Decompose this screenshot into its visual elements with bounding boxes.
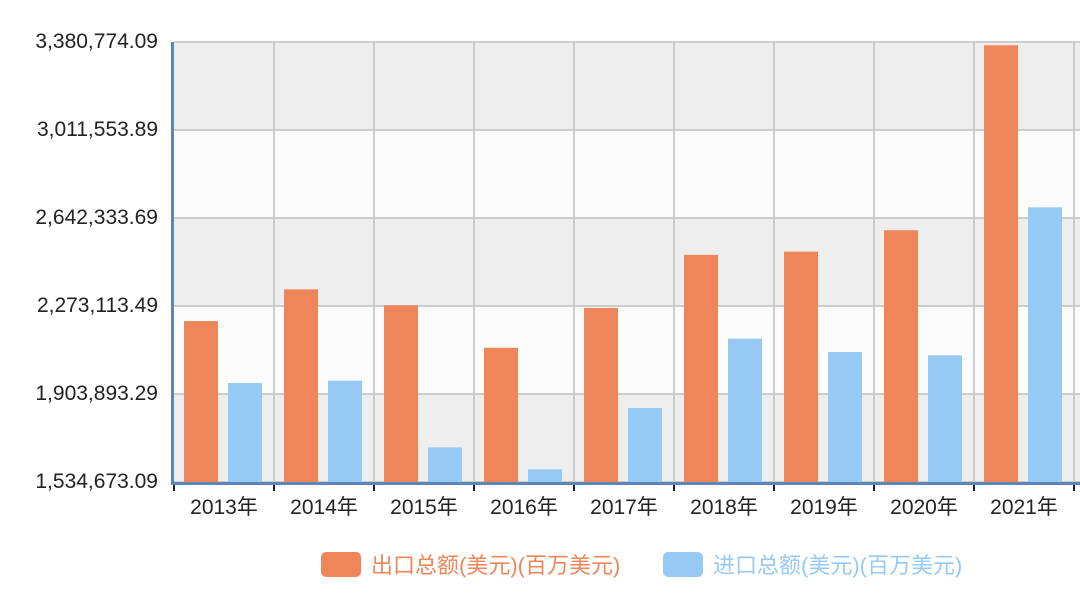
bar-export [484,347,518,482]
x-tick-label: 2013年 [190,496,258,519]
grid-band [174,42,1080,130]
x-tick-label: 2019年 [790,496,858,519]
x-tick-label: 2020年 [890,496,958,519]
bar-import [928,355,962,482]
bar-import [328,380,362,482]
bar-import [228,383,262,482]
legend-item-import[interactable]: 进口总额(美元)(百万美元) [663,549,962,579]
bar-export [784,251,818,482]
legend-swatch-import [663,551,703,577]
grid-band [174,130,1080,218]
y-tick-label: 2,642,333.69 [35,206,158,229]
y-tick-label: 1,903,893.29 [35,382,158,405]
bar-import [628,408,662,482]
grid-band [174,218,1080,306]
x-tick-label: 2021年 [990,496,1058,519]
bar-import [828,352,862,482]
legend-label-export: 出口总额(美元)(百万美元) [371,553,621,578]
bar-import [528,469,562,482]
bar-import [1028,207,1062,482]
legend-label-import: 进口总额(美元)(百万美元) [713,553,963,578]
x-tick-label: 2015年 [390,496,458,519]
x-tick-label: 2014年 [290,496,358,519]
bar-export [584,307,618,482]
bar-import [428,447,462,482]
legend-swatch-export [321,551,361,577]
bar-export [684,254,718,482]
y-tick-label: 3,380,774.09 [35,30,158,53]
bar-export [284,289,318,482]
legend: 出口总额(美元)(百万美元) 进口总额(美元)(百万美元) [0,549,1080,579]
bar-export [884,230,918,482]
bar-export [184,321,218,482]
y-tick-label: 1,534,673.09 [35,470,158,493]
bar-export [384,305,418,482]
legend-item-export[interactable]: 出口总额(美元)(百万美元) [321,549,620,579]
x-tick-label: 2018年 [690,496,758,519]
x-axis-line [171,482,1080,485]
y-tick-label: 2,273,113.49 [36,294,158,317]
x-tick-label: 2017年 [590,496,658,519]
y-tick-label: 3,011,553.89 [36,118,158,141]
bar-import [728,338,762,482]
bar-export [984,45,1018,482]
x-tick-label: 2016年 [490,496,558,519]
y-axis-line [171,42,174,485]
